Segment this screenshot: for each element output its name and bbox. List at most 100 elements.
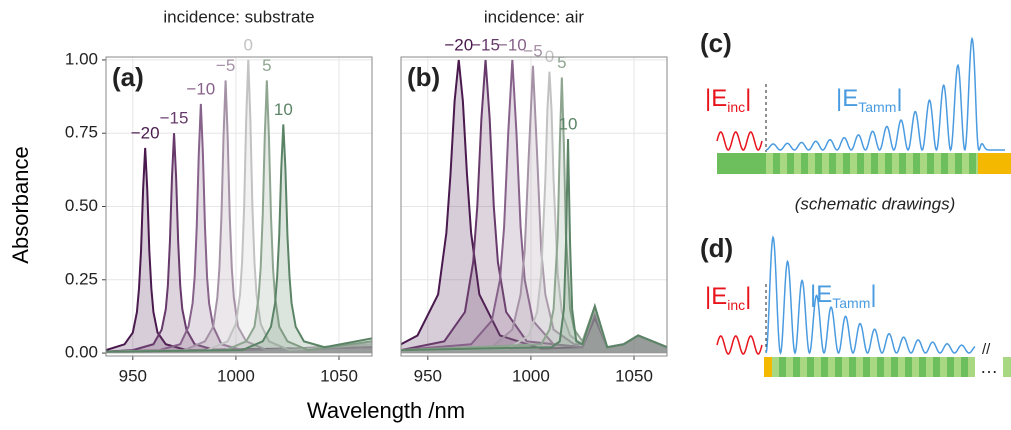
e-tamm-close: | [870,281,876,308]
e-inc-label: |Einc| [705,85,751,114]
line [105,59,373,353]
y-tick-label: 0.00 [65,343,98,362]
mirror-layer [899,153,906,174]
mirror-layer [961,357,968,377]
series-label: −10 [498,35,527,54]
mirror-layer [828,357,835,377]
mirror-layer [954,357,961,377]
e-inc-main: |E [705,85,727,112]
e-inc-sub: inc [727,297,745,313]
mirror-layer [821,357,828,377]
mirror-layer [787,153,794,174]
area [401,65,667,354]
x-axis-label: Wavelength /nm [307,398,465,423]
series-label: 5 [557,53,566,72]
mirror-layer [941,153,948,174]
mirror-layer [877,357,884,377]
e-tamm-main: |E [810,281,832,308]
series-label: −20 [131,123,160,142]
series-label: 10 [559,115,578,134]
mirror-layer [955,153,962,174]
mirror-layer [940,357,947,377]
mirror-layer [919,357,926,377]
mirror-layer [815,153,822,174]
line [400,139,668,352]
mirror-layer [969,153,976,174]
e-tamm-label: |ETamm| [810,281,877,310]
mirror-layer [849,357,856,377]
e-inc-main: |E [705,283,727,310]
mirror-layer [871,153,878,174]
x-tick-label: 1050 [615,366,653,385]
mirror-layer [892,153,899,174]
e-inc-close: | [745,85,751,112]
bragg-mirror [772,357,975,377]
mirror-layer [780,153,787,174]
panel-label: (c) [700,28,732,58]
mirror-layer [933,357,940,377]
chart-title: incidence: air [484,7,585,26]
mirror-layer [905,357,912,377]
line [105,133,373,353]
substrate [717,153,766,174]
tamm-field [765,36,1005,152]
x-tick-label: 1000 [512,366,550,385]
x-tick-label: 950 [414,366,442,385]
mirror-layer [947,357,954,377]
e-tamm-main: |E [836,85,858,112]
mirror-layer [948,153,955,174]
mirror-layer [968,357,975,377]
mirror-layer [766,153,773,174]
plot-border [400,56,668,357]
mirror-layer [891,357,898,377]
mirror-layer [807,357,814,377]
series-label: −5 [523,41,542,60]
mirror-layer [814,357,821,377]
y-tick-label: 0.75 [65,123,98,142]
mirror-layer [878,153,885,174]
mirror-layer [779,357,786,377]
mirror-layer [836,153,843,174]
mirror-layer [920,153,927,174]
ellipsis: … [980,357,998,377]
plot-border [105,56,373,357]
panel-label: (b) [407,62,440,92]
mirror-layer [913,153,920,174]
e-inc-close: | [745,283,751,310]
mirror-layer [912,357,919,377]
y-tick-label: 0.25 [65,269,98,288]
incident-wave [716,335,763,355]
line [105,80,373,353]
panel-label: (d) [700,233,733,263]
mirror-layer [934,153,941,174]
mirror-layer [927,153,934,174]
panel-label: (a) [112,62,144,92]
mirror-layer [926,357,933,377]
mirror-layer [884,357,891,377]
series-label: −5 [216,56,235,75]
series-label: −15 [471,35,500,54]
mirror-layer [885,153,892,174]
mirror-layer [808,153,815,174]
series-label: −20 [444,35,473,54]
x-tick-label: 1050 [320,366,358,385]
e-tamm-close: | [896,85,902,112]
mirror-layer [829,153,836,174]
mirror-layer [801,153,808,174]
line [105,80,373,353]
e-inc-sub: inc [727,99,745,115]
area [401,59,667,354]
mirror-layer [857,153,864,174]
mirror-layer [822,153,829,174]
e-tamm-sub: Tamm [858,99,896,115]
y-axis-label: Absorbance [8,146,33,263]
series-label: 10 [274,100,293,119]
x-tick-label: 950 [119,366,147,385]
x-tick-label: 1000 [217,366,255,385]
mirror-layer [800,357,807,377]
mirror-layer [835,357,842,377]
series-label: −10 [186,79,215,98]
y-tick-label: 1.00 [65,49,98,68]
metal-layer [764,357,772,377]
mirror-layer [870,357,877,377]
